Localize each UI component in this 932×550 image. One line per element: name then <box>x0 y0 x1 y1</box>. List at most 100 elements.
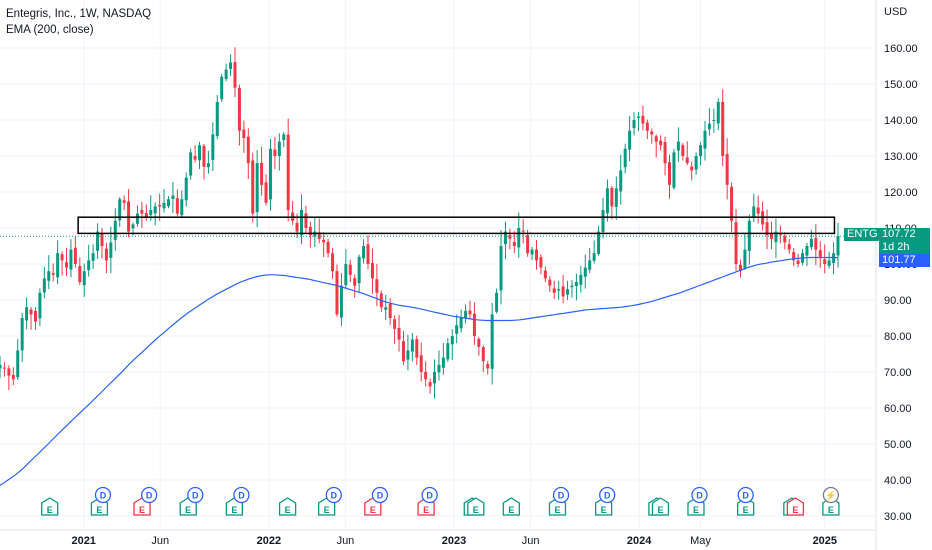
candle-body <box>765 222 769 236</box>
candle-body <box>78 265 82 282</box>
ema-200-line <box>0 256 839 486</box>
earnings-label: E <box>601 505 607 515</box>
dividend-icon[interactable] <box>737 486 754 504</box>
candle-body <box>20 318 24 351</box>
candle-body <box>468 310 472 315</box>
candle-body <box>539 257 543 268</box>
dividend-icon[interactable] <box>187 486 204 504</box>
candle-body <box>189 152 193 176</box>
earnings-icon[interactable] <box>737 497 755 516</box>
candle-body <box>694 156 698 170</box>
dividend-icon[interactable] <box>94 486 112 504</box>
earnings-label: E <box>185 505 191 515</box>
dividend-icon[interactable] <box>233 486 250 504</box>
candle-body <box>605 188 609 214</box>
candle-body <box>597 231 601 254</box>
candle-body <box>295 222 299 232</box>
candle-body <box>805 246 809 256</box>
dividend-label: D <box>238 491 245 501</box>
candle-body <box>237 88 241 131</box>
candle-body <box>699 145 703 157</box>
indicator-title[interactable]: EMA (200, close) <box>6 24 94 36</box>
dividend-icon[interactable] <box>599 486 616 504</box>
y-tick-label: 150.00 <box>884 79 918 91</box>
y-tick-label: 120.00 <box>884 187 918 199</box>
candle-body <box>401 341 405 362</box>
candle-body <box>588 260 592 270</box>
candle-body <box>459 318 463 329</box>
candle-body <box>246 136 250 164</box>
candle-body <box>233 62 237 88</box>
candle-body <box>251 160 255 214</box>
y-tick-label: 80.00 <box>884 331 912 343</box>
candle-body <box>242 129 246 138</box>
symbol-title[interactable]: Entegris, Inc., 1W, NASDAQ <box>6 8 152 20</box>
earnings-label: E <box>657 505 663 515</box>
candle-body <box>614 188 618 207</box>
candle-body <box>433 372 437 384</box>
candle-body <box>370 263 374 279</box>
earnings-icon[interactable] <box>502 497 520 516</box>
candle-body <box>561 286 565 297</box>
earnings-icon[interactable] <box>41 497 59 516</box>
y-tick-label: 50.00 <box>884 439 912 451</box>
dividend-icon[interactable] <box>325 486 342 504</box>
x-tick-label: Jun <box>522 535 540 547</box>
candle-body <box>144 212 148 218</box>
candle-body <box>357 256 361 284</box>
candle-body <box>481 347 485 362</box>
candle-body <box>25 307 29 321</box>
earnings-icon[interactable] <box>651 497 670 516</box>
earnings-icon[interactable] <box>278 497 297 516</box>
candle-body <box>220 76 224 100</box>
flash-label: ⚡ <box>825 490 836 502</box>
candle-body <box>184 177 188 201</box>
dividend-icon[interactable] <box>691 486 708 504</box>
candle-body <box>158 204 162 207</box>
candle-body <box>82 271 86 286</box>
candle-body <box>424 371 428 380</box>
candle-body <box>348 264 352 275</box>
candle-body <box>198 145 202 161</box>
flash-icon[interactable] <box>822 486 840 504</box>
symbol-tag: ENTG <box>844 228 881 241</box>
dividend-icon[interactable] <box>552 486 570 504</box>
candle-body <box>690 166 694 171</box>
candle-body <box>570 285 574 288</box>
candle-body <box>331 253 335 272</box>
candle-body <box>477 338 481 347</box>
candle-body <box>87 260 91 271</box>
earnings-icon[interactable] <box>822 497 840 516</box>
earnings-icon[interactable] <box>467 497 485 516</box>
candle-body <box>601 210 605 232</box>
candle-body <box>623 148 627 168</box>
currency-label[interactable]: USD <box>884 6 908 18</box>
candle-body <box>557 289 561 291</box>
earnings-icon[interactable] <box>786 497 805 516</box>
candle-body <box>752 206 756 218</box>
candle-body <box>211 134 215 161</box>
y-tick-label: 130.00 <box>884 151 918 163</box>
dividend-label: D <box>377 491 384 501</box>
dividend-icon[interactable] <box>140 486 158 504</box>
earnings-label: E <box>47 505 53 515</box>
candle-body <box>56 253 60 278</box>
dividend-label: D <box>426 491 433 501</box>
candle-body <box>47 271 51 281</box>
candle-body <box>215 102 219 137</box>
candle-body <box>300 210 304 236</box>
candle-body <box>636 116 640 118</box>
candle-body <box>104 248 108 261</box>
candle-body <box>33 311 37 322</box>
x-tick-label: 2025 <box>813 535 837 547</box>
candle-body <box>592 253 596 261</box>
candle-body <box>832 253 836 264</box>
dividend-icon[interactable] <box>371 486 389 504</box>
candle-body <box>610 188 614 207</box>
candle-body <box>441 357 445 368</box>
support-zone-box[interactable] <box>77 216 836 235</box>
earnings-label: E <box>423 505 429 515</box>
candle-body <box>362 246 366 259</box>
dividend-icon[interactable] <box>421 486 438 504</box>
